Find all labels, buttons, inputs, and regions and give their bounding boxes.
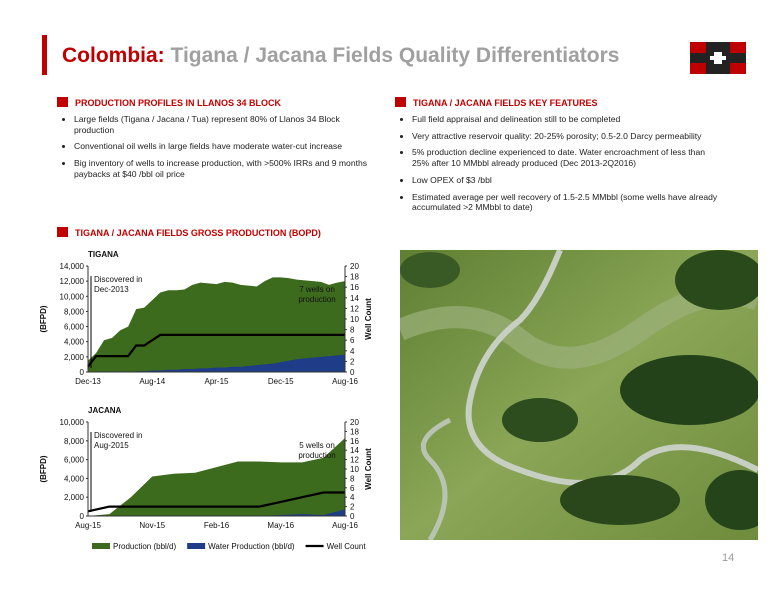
bullet: Large fields (Tigana / Jacana / Tua) rep… [74,114,370,135]
annotation: Discovered in [94,275,142,284]
area [88,354,345,372]
y-tick-label: 0 [80,512,85,521]
y-tick-label: 10,000 [60,418,85,427]
chart-subtitle: JACANA [88,406,122,415]
annotation: Discovered in [94,431,142,440]
photo [400,250,758,540]
y-tick-label: 4,000 [64,474,85,483]
section-heading: TIGANA / JACANA FIELDS GROSS PRODUCTION … [57,227,321,238]
well-count-line [87,333,345,368]
x-tick-label: Aug-15 [75,521,101,530]
y2-tick-label: 8 [350,326,355,335]
bullet: Low OPEX of $3 /bbl [412,175,718,186]
bullet: Very attractive reservoir quality: 20-25… [412,131,718,142]
x-tick-label: Apr-15 [204,377,229,386]
y-tick-label: 8,000 [64,307,85,316]
legend-swatch [187,543,206,549]
area [88,277,345,372]
y-axis-label: (BFPD) [39,455,48,482]
annotation: production [298,451,335,460]
x-tick-label: Nov-15 [139,521,165,530]
y-tick-label: 14,000 [60,262,85,271]
y2-axis-label: Well Count [364,448,373,490]
legend-label: Water Production (bbl/d) [208,542,295,551]
title-bar [42,35,47,75]
y2-tick-label: 12 [350,304,359,313]
title-lead: Colombia: [62,44,165,67]
title: Colombia: Tigana / Jacana Fields Quality… [62,44,619,68]
y-tick-label: 2,000 [64,493,85,502]
y2-tick-label: 12 [350,456,359,465]
y-tick-label: 2,000 [64,353,85,362]
y2-tick-label: 4 [350,493,355,502]
x-tick-label: Aug-16 [332,521,358,530]
y2-tick-label: 0 [350,368,355,377]
y-tick-label: 0 [80,368,85,377]
bullet: Conventional oil wells in large fields h… [74,141,370,152]
y2-tick-label: 2 [350,357,355,366]
y2-tick-label: 16 [350,283,359,292]
y-tick-label: 6,000 [64,323,85,332]
y2-tick-label: 10 [350,465,359,474]
well-count-line [87,491,345,513]
y2-tick-label: 18 [350,273,359,282]
logo [690,42,746,74]
y2-tick-label: 0 [350,512,355,521]
left-bullets: Large fields (Tigana / Jacana / Tua) rep… [60,114,370,186]
legend-label: Production (bbl/d) [113,542,176,551]
x-tick-label: Aug-14 [139,377,165,386]
annotation: production [298,295,335,304]
y2-tick-label: 14 [350,294,359,303]
y-tick-label: 8,000 [64,437,85,446]
x-tick-label: Feb-16 [204,521,230,530]
x-tick-label: Aug-16 [332,377,358,386]
y2-tick-label: 6 [350,484,355,493]
bullet: 5% production decline experienced to dat… [412,147,718,168]
bullet: Estimated average per well recovery of 1… [412,192,718,213]
y2-tick-label: 20 [350,262,359,271]
y-tick-label: 10,000 [60,292,85,301]
section-heading: TIGANA / JACANA FIELDS KEY FEATURES [395,97,598,108]
bullet: Big inventory of wells to increase produ… [74,158,370,179]
y2-tick-label: 6 [350,336,355,345]
section-heading: PRODUCTION PROFILES IN LLANOS 34 BLOCK [57,97,281,108]
y-tick-label: 4,000 [64,338,85,347]
area [88,437,345,516]
area [88,509,345,516]
y2-tick-label: 2 [350,503,355,512]
y-tick-label: 12,000 [60,277,85,286]
page-number: 14 [722,552,735,564]
right-bullets: Full field appraisal and delineation sti… [398,114,718,219]
legend-swatch [92,543,110,549]
annotation: 5 wells on [299,441,335,450]
annotation: Dec-2013 [94,285,129,294]
y2-tick-label: 8 [350,474,355,483]
x-tick-label: Dec-15 [268,377,294,386]
y2-tick-label: 16 [350,437,359,446]
annotation: Aug-2015 [94,441,129,450]
y-tick-label: 6,000 [64,456,85,465]
y2-tick-label: 18 [350,427,359,436]
y2-tick-label: 10 [350,315,359,324]
y-axis-label: (BFPD) [39,305,48,332]
y2-tick-label: 4 [350,347,355,356]
legend-label: Well Count [327,542,367,551]
title-rest: Tigana / Jacana Fields Quality Different… [170,44,620,67]
bullet: Full field appraisal and delineation sti… [412,114,718,125]
x-tick-label: May-16 [267,521,294,530]
x-tick-label: Dec-13 [75,377,101,386]
annotation: 7 wells on [299,285,335,294]
y2-tick-label: 20 [350,418,359,427]
chart-subtitle: TIGANA [88,250,119,259]
y2-tick-label: 14 [350,446,359,455]
y2-axis-label: Well Count [364,298,373,340]
